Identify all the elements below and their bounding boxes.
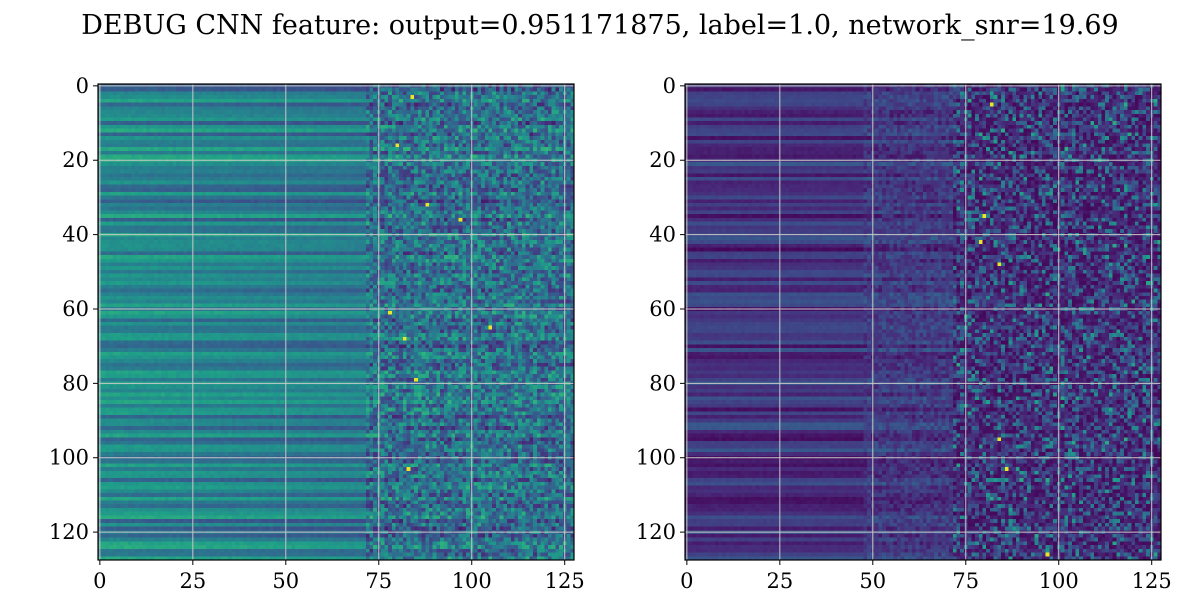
- x-tick-label: 50: [272, 569, 299, 593]
- y-tick-label: 40: [62, 223, 89, 247]
- y-tick-label: 120: [636, 520, 676, 544]
- x-tick-label: 50: [859, 569, 886, 593]
- heatmap-panel-left: 0 25 50 75 100 125 0 20 40 60 80 100 120: [49, 74, 585, 593]
- y-tick-label: 100: [49, 446, 89, 470]
- x-tick-label: 125: [1132, 569, 1172, 593]
- y-tick-label: 60: [649, 297, 676, 321]
- x-tick-label: 75: [365, 569, 392, 593]
- heatmap-image: [685, 84, 1161, 560]
- y-tick-label: 20: [62, 148, 89, 172]
- axes-frame: [684, 83, 1162, 561]
- y-tick-label: 80: [649, 371, 676, 395]
- heatmap-image: [98, 84, 574, 560]
- y-tick-label: 20: [649, 148, 676, 172]
- heatmap-panel-right: 0 25 50 75 100 125 0 20 40 60 80 100 120: [636, 74, 1172, 593]
- y-tick-label: 0: [76, 74, 89, 98]
- y-tick-label: 120: [49, 520, 89, 544]
- x-tick-label: 100: [452, 569, 492, 593]
- x-tick-label: 100: [1039, 569, 1079, 593]
- x-tick-label: 0: [93, 569, 106, 593]
- x-tick-label: 25: [179, 569, 206, 593]
- y-tick-label: 40: [649, 223, 676, 247]
- y-tick-label: 0: [663, 74, 676, 98]
- figure-title: DEBUG CNN feature: output=0.951171875, l…: [81, 10, 1119, 41]
- axes-frame: [97, 83, 575, 561]
- x-tick-label: 0: [680, 569, 693, 593]
- x-tick-label: 75: [952, 569, 979, 593]
- x-tick-label: 125: [545, 569, 585, 593]
- y-tick-label: 60: [62, 297, 89, 321]
- x-tick-label: 25: [766, 569, 793, 593]
- y-tick-label: 80: [62, 371, 89, 395]
- y-tick-label: 100: [636, 446, 676, 470]
